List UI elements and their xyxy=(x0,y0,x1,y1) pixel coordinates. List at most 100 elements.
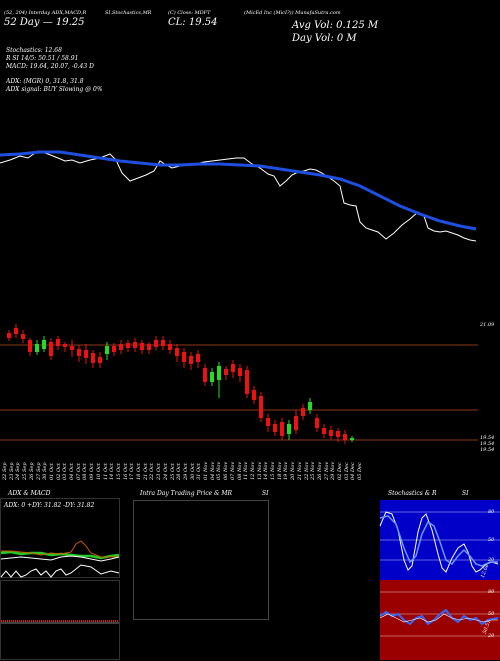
date-label: 18 Oct xyxy=(136,463,142,480)
price-axis-bottom-b: 19.54 xyxy=(480,441,495,447)
candle xyxy=(189,352,193,370)
day-volume: Day Vol: 0 M xyxy=(292,33,357,44)
date-label: 24 Sep xyxy=(15,462,22,480)
candle xyxy=(49,338,53,360)
candle xyxy=(329,426,333,440)
candle xyxy=(224,366,228,380)
candle xyxy=(42,336,46,352)
date-label: 21 Oct xyxy=(142,463,149,480)
candle xyxy=(119,340,123,354)
macd-panel xyxy=(0,580,120,660)
candle xyxy=(28,338,32,356)
stochastics-readout: Stochastics: 12.68 xyxy=(6,47,62,54)
date-label: 27 Sep xyxy=(35,462,42,480)
date-label: 10 Oct xyxy=(95,463,102,480)
date-label: 03 Oct xyxy=(62,463,69,480)
date-label: 22 Sep xyxy=(2,462,8,480)
stoch-blue-line xyxy=(379,515,498,567)
stoch-panel-si: SI xyxy=(462,490,469,497)
close-value: CL: 19.54 xyxy=(168,17,218,28)
date-label: 05 Dec xyxy=(357,462,364,480)
date-label: 19 Nov xyxy=(283,461,290,480)
date-label: 23 Oct xyxy=(156,463,163,480)
date-label: 25 Oct xyxy=(169,463,176,480)
rsi-readout: R SI 14/5: 50.51 / 58.91 xyxy=(6,55,79,62)
candle xyxy=(217,362,221,398)
date-label: 21 Nov xyxy=(296,461,303,480)
rsi-axis-80: 80 xyxy=(488,589,495,595)
candle xyxy=(56,336,60,350)
adx-readout: ADX: (MGR) 0, 31.8, 31.8 xyxy=(6,78,84,85)
candle xyxy=(105,342,109,360)
date-label: 04 Oct xyxy=(69,463,75,480)
stoch-panel: 80 50 20 12.68 xyxy=(379,500,500,580)
candle xyxy=(98,352,102,368)
candle xyxy=(238,364,242,382)
stoch-header-title: SI,Stochastics,MR xyxy=(105,10,152,16)
candle xyxy=(126,340,130,352)
date-label: 07 Nov xyxy=(229,461,236,480)
date-label: 22 Nov xyxy=(303,461,310,480)
date-label: 02 Dec xyxy=(337,462,343,480)
rsi-axis-20: 20 xyxy=(488,633,495,639)
candle xyxy=(70,340,74,357)
candle xyxy=(336,428,340,442)
candle xyxy=(147,342,151,354)
date-label: 07 Oct xyxy=(75,463,82,480)
date-label: 04 Nov xyxy=(209,461,216,480)
date-label: 04 Dec xyxy=(350,462,357,480)
header-line2: 52 Day — 19.25 xyxy=(4,17,85,28)
candle xyxy=(161,336,165,350)
rsi-white-line xyxy=(379,613,498,623)
candle xyxy=(266,414,270,432)
date-label: 12 Nov xyxy=(249,461,256,480)
candle xyxy=(175,344,179,362)
moving-average-line xyxy=(0,150,477,231)
candle xyxy=(182,348,186,368)
adx-signal-readout: ADX signal: BUY Slowing @ 0% xyxy=(6,86,103,93)
candle xyxy=(273,420,277,436)
candle xyxy=(294,410,298,434)
candle xyxy=(35,340,39,355)
date-label: 25 Sep xyxy=(22,462,29,480)
date-label: 13 Nov xyxy=(256,461,263,480)
stoch-axis-50: 50 xyxy=(488,537,495,543)
candle xyxy=(259,392,263,422)
candle xyxy=(322,424,326,438)
price-axis-bottom-c: 19.54 xyxy=(480,447,495,453)
date-label: 08 Oct xyxy=(82,463,89,480)
stoch-axis-80: 80 xyxy=(488,509,495,515)
date-label: 03 Dec xyxy=(343,462,350,480)
date-label: 17 Oct xyxy=(129,463,136,480)
date-label: 30 Sep xyxy=(42,462,49,480)
candle xyxy=(14,324,18,338)
date-label: 09 Oct xyxy=(89,463,96,480)
candle xyxy=(245,366,249,398)
avg-volume: Avg Vol: 0.125 M xyxy=(292,20,379,31)
date-label: 01 Nov xyxy=(203,461,209,480)
date-label: 23 Sep xyxy=(8,462,15,480)
candles xyxy=(7,324,354,444)
intraday-panel-si: SI xyxy=(262,490,269,497)
candle xyxy=(231,360,235,378)
price-axis-bottom-a: 19.54 xyxy=(480,435,495,441)
adx-white-line xyxy=(0,555,120,562)
date-label: 22 Oct xyxy=(149,463,156,480)
adx-panel: ADX: 0 +DY: 31.82 -DY: 31.82 xyxy=(0,498,120,578)
date-label: 16 Oct xyxy=(122,463,129,480)
candle xyxy=(154,336,158,350)
date-label: 25 Nov xyxy=(310,461,317,480)
date-label: 24 Oct xyxy=(162,463,169,480)
date-label: 11 Nov xyxy=(243,461,250,480)
adx-panel-values: ADX: 0 +DY: 31.82 -DY: 31.82 xyxy=(4,502,95,509)
header-line1: (52, 204) Interday ADX,MACD,R xyxy=(4,10,87,16)
candle xyxy=(84,344,88,364)
candle xyxy=(203,364,207,386)
date-label: 31 Oct xyxy=(196,463,203,480)
candle xyxy=(350,436,354,442)
candle xyxy=(77,345,81,362)
candle xyxy=(280,418,284,440)
date-label: 29 Oct xyxy=(182,463,189,480)
date-label: 15 Nov xyxy=(270,461,276,480)
